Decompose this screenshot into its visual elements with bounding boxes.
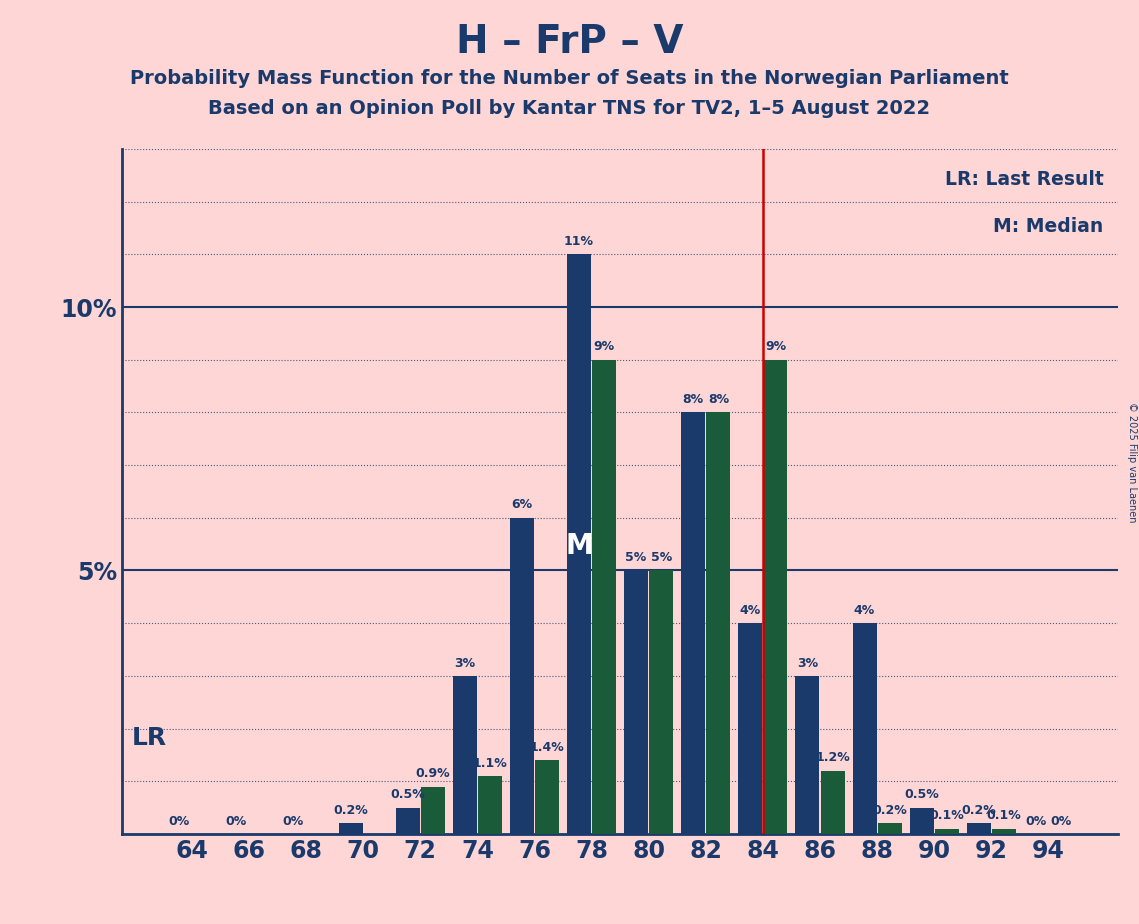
Text: 0%: 0% — [1050, 815, 1072, 828]
Bar — [935, 829, 959, 834]
Bar — [453, 675, 477, 834]
Text: 0.2%: 0.2% — [334, 804, 368, 817]
Text: 0.2%: 0.2% — [872, 804, 907, 817]
Text: 5%: 5% — [625, 552, 647, 565]
Bar — [535, 760, 559, 834]
Text: 0.5%: 0.5% — [391, 788, 425, 801]
Text: 0%: 0% — [169, 815, 190, 828]
Bar — [649, 570, 673, 834]
Bar — [820, 771, 844, 834]
Text: 6%: 6% — [511, 498, 532, 512]
Text: 3%: 3% — [454, 657, 475, 670]
Text: 0.5%: 0.5% — [904, 788, 939, 801]
Text: 8%: 8% — [707, 393, 729, 407]
Bar — [738, 623, 762, 834]
Bar — [510, 517, 534, 834]
Bar — [592, 359, 616, 834]
Text: 0%: 0% — [282, 815, 304, 828]
Text: 9%: 9% — [765, 340, 786, 353]
Text: 11%: 11% — [564, 235, 595, 248]
Text: Probability Mass Function for the Number of Seats in the Norwegian Parliament: Probability Mass Function for the Number… — [130, 69, 1009, 89]
Text: M: Median: M: Median — [993, 217, 1104, 237]
Bar — [681, 412, 705, 834]
Text: 0.1%: 0.1% — [929, 809, 965, 822]
Bar — [853, 623, 877, 834]
Text: 0%: 0% — [226, 815, 247, 828]
Text: 0.2%: 0.2% — [961, 804, 997, 817]
Text: 1.4%: 1.4% — [530, 741, 565, 754]
Text: 4%: 4% — [854, 604, 875, 617]
Text: LR: LR — [132, 726, 167, 750]
Text: 5%: 5% — [650, 552, 672, 565]
Text: M: M — [565, 532, 592, 560]
Text: 1.2%: 1.2% — [816, 751, 850, 764]
Bar — [338, 823, 362, 834]
Text: Based on an Opinion Poll by Kantar TNS for TV2, 1–5 August 2022: Based on an Opinion Poll by Kantar TNS f… — [208, 99, 931, 118]
Text: © 2025 Filip van Laenen: © 2025 Filip van Laenen — [1126, 402, 1137, 522]
Text: 8%: 8% — [682, 393, 704, 407]
Text: 9%: 9% — [593, 340, 615, 353]
Text: LR: Last Result: LR: Last Result — [944, 169, 1104, 188]
Text: 3%: 3% — [797, 657, 818, 670]
Bar — [878, 823, 902, 834]
Bar — [763, 359, 787, 834]
Bar — [706, 412, 730, 834]
Bar — [795, 675, 819, 834]
Bar — [992, 829, 1016, 834]
Bar — [967, 823, 991, 834]
Text: H – FrP – V: H – FrP – V — [456, 23, 683, 61]
Text: 4%: 4% — [739, 604, 761, 617]
Text: 0.1%: 0.1% — [986, 809, 1022, 822]
Bar — [395, 808, 419, 834]
Bar — [910, 808, 934, 834]
Bar — [624, 570, 648, 834]
Text: 0.9%: 0.9% — [416, 767, 450, 780]
Bar — [478, 776, 502, 834]
Text: 1.1%: 1.1% — [473, 757, 507, 770]
Bar — [420, 786, 444, 834]
Bar — [567, 254, 591, 834]
Text: 0%: 0% — [1025, 815, 1047, 828]
